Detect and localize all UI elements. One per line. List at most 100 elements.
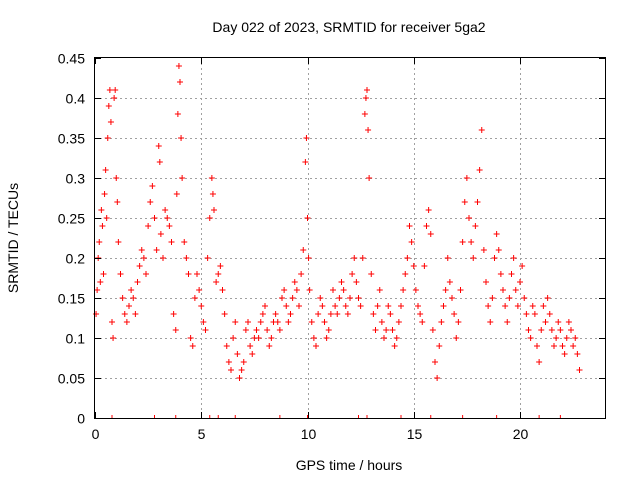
data-point [298, 271, 305, 277]
data-point [115, 239, 122, 245]
data-point [249, 351, 256, 357]
data-point [123, 319, 130, 325]
data-point [178, 135, 185, 141]
data-point [415, 303, 421, 309]
data-point [185, 271, 192, 277]
data-point [147, 199, 154, 205]
data-point [181, 239, 188, 245]
data-point [283, 303, 290, 309]
data-point [279, 295, 285, 301]
data-point [491, 255, 498, 261]
y-tick-label: 0.4 [66, 91, 86, 107]
data-point [191, 295, 198, 301]
data-point [204, 255, 211, 261]
plot-frame [94, 57, 606, 419]
data-point [548, 327, 555, 333]
data-point [398, 303, 404, 309]
data-point [109, 319, 115, 325]
data-point [110, 335, 117, 341]
data-point [461, 199, 468, 205]
data-point [101, 191, 108, 197]
data-point [308, 319, 315, 325]
data-point [391, 343, 398, 349]
data-point [202, 327, 209, 333]
data-point [361, 111, 368, 117]
data-point [370, 311, 377, 317]
chart-title: Day 022 of 2023, SRMTID for receiver 5ga… [212, 19, 485, 35]
data-point [365, 127, 372, 133]
data-point [153, 247, 160, 253]
data-point [313, 343, 319, 349]
data-point [289, 295, 296, 301]
y-tick-label: 0.25 [58, 211, 85, 227]
data-point [457, 287, 464, 293]
data-point [274, 319, 281, 325]
data-point [531, 311, 538, 317]
data-point [166, 223, 173, 229]
data-point [410, 263, 417, 269]
data-point [160, 255, 166, 261]
data-point [480, 247, 487, 253]
data-point [359, 255, 366, 261]
data-point [223, 343, 230, 349]
data-point [478, 127, 485, 133]
data-point [151, 215, 158, 221]
data-point [529, 303, 536, 309]
data-point [504, 319, 511, 325]
data-point [472, 223, 479, 229]
data-point [238, 367, 245, 373]
data-point [538, 327, 545, 333]
data-point [119, 295, 126, 301]
data-point [521, 295, 528, 301]
data-point [451, 311, 458, 317]
data-point [514, 303, 521, 309]
data-point [219, 287, 226, 293]
data-point [327, 311, 334, 317]
data-point [114, 199, 121, 205]
data-point [368, 271, 375, 277]
data-point [553, 335, 560, 341]
data-point [162, 207, 169, 213]
y-tick-label: 0.15 [58, 291, 85, 307]
data-point [555, 319, 562, 325]
data-point [364, 87, 370, 93]
data-point [170, 311, 177, 317]
data-point [334, 311, 341, 317]
data-point [143, 271, 149, 277]
data-point [446, 279, 453, 285]
data-point [97, 279, 104, 285]
data-point [572, 335, 579, 341]
data-point [463, 175, 470, 181]
data-point [563, 335, 570, 341]
data-point [293, 287, 300, 293]
data-point [296, 303, 302, 309]
data-point [395, 319, 402, 325]
x-tick-label: 10 [301, 426, 317, 442]
data-point [276, 327, 283, 333]
data-point [570, 343, 577, 349]
data-point [325, 327, 332, 333]
data-point [310, 335, 317, 341]
data-point [425, 207, 432, 213]
data-point [168, 239, 175, 245]
data-point [340, 287, 347, 293]
data-point [103, 215, 110, 221]
data-point [217, 263, 224, 269]
x-axis-label: GPS time / hours [296, 457, 403, 473]
data-point [136, 263, 143, 269]
data-point [495, 247, 502, 253]
data-point [487, 319, 494, 325]
data-point [200, 319, 207, 325]
data-point [177, 79, 183, 85]
data-point [187, 335, 194, 341]
data-point [291, 279, 298, 285]
data-point [300, 247, 307, 253]
data-point [323, 335, 330, 341]
data-point [468, 239, 475, 245]
data-point [262, 303, 268, 309]
y-tick-label: 0 [77, 411, 85, 427]
data-point [196, 287, 203, 293]
data-point [366, 175, 373, 181]
y-tick-label: 0.3 [66, 171, 86, 187]
data-point [247, 343, 254, 349]
